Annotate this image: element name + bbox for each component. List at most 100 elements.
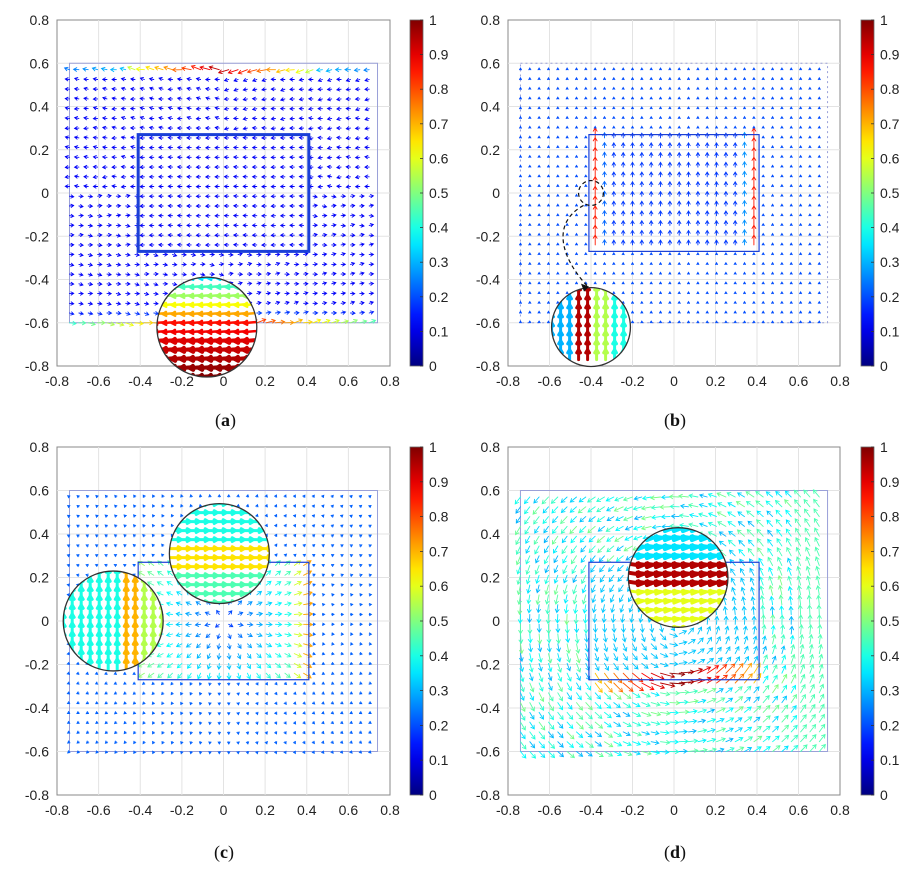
vector-arrow: [528, 291, 532, 295]
vector-arrow: [611, 190, 616, 197]
vector-arrow: [176, 233, 183, 238]
vector-arrow: [649, 161, 654, 168]
vector-arrow: [73, 86, 80, 92]
vector-arrow: [228, 252, 234, 257]
x-tick-label: 0.6: [789, 373, 809, 389]
vector-arrow: [176, 242, 183, 247]
vector-arrow: [275, 300, 281, 305]
vector-arrow: [293, 281, 300, 286]
vector-arrow: [303, 281, 309, 286]
vector-arrow: [630, 239, 635, 246]
vector-arrow: [83, 86, 89, 91]
vector-arrow: [696, 261, 700, 265]
vector-arrow: [742, 170, 747, 178]
vector-arrow: [565, 145, 569, 149]
vector-arrow: [602, 161, 607, 168]
vector-arrow: [612, 252, 616, 256]
vector-arrow: [284, 281, 290, 286]
vector-arrow: [120, 96, 127, 101]
vector-arrow: [518, 115, 522, 119]
x-tick-label: -0.2: [170, 373, 194, 389]
vector-arrow: [101, 175, 108, 180]
vector-arrow: [204, 135, 211, 140]
vector-arrow: [695, 151, 701, 158]
inset-arrow: [156, 372, 168, 378]
vector-arrow: [565, 106, 569, 110]
vector-arrow: [752, 271, 756, 275]
vector-arrow: [574, 281, 579, 285]
vector-arrow: [265, 262, 272, 267]
vector-arrow: [546, 213, 550, 217]
vector-arrow: [307, 106, 314, 111]
vector-arrow: [214, 86, 220, 92]
vector-arrow: [556, 281, 560, 285]
vector-arrow: [298, 106, 305, 111]
colorbar-tick-label: 0.8: [880, 509, 900, 525]
vector-arrow: [251, 242, 258, 247]
colorbar-tick-label: 0.8: [880, 81, 900, 97]
vector-arrow: [167, 223, 173, 228]
vector-arrow: [359, 242, 365, 247]
vector-arrow: [186, 86, 192, 91]
vector-arrow: [658, 229, 663, 236]
vector-arrow: [73, 145, 80, 150]
vector-arrow: [242, 145, 248, 150]
vector-arrow: [64, 96, 70, 101]
vector-arrow: [705, 252, 709, 256]
vector-arrow: [565, 183, 569, 188]
vector-arrow: [677, 151, 682, 158]
vector-arrow: [705, 125, 709, 129]
vector-arrow: [584, 213, 588, 217]
vector-arrow: [612, 261, 616, 265]
vector-arrow: [83, 174, 89, 179]
vector-arrow: [723, 190, 729, 197]
vector-arrow: [139, 106, 145, 111]
vector-arrow: [336, 135, 342, 140]
vector-arrow: [705, 96, 709, 100]
vector-arrow: [162, 272, 169, 277]
vector-arrow: [312, 242, 319, 247]
vector-arrow: [584, 115, 588, 119]
vector-arrow: [331, 213, 337, 218]
vector-arrow: [125, 233, 131, 238]
vector-arrow: [354, 145, 361, 150]
vector-arrow: [639, 151, 644, 158]
vector-arrow: [265, 318, 277, 324]
vector-arrow: [148, 213, 155, 218]
vector-arrow: [317, 97, 323, 102]
vector-arrow: [78, 301, 84, 306]
vector-arrow: [223, 155, 230, 160]
vector-arrow: [69, 291, 75, 296]
vector-arrow: [537, 183, 541, 188]
vector-arrow: [130, 135, 136, 140]
vector-arrow: [649, 190, 654, 197]
vector-arrow: [518, 281, 522, 285]
vector-arrow: [528, 164, 532, 168]
vector-arrow: [364, 77, 370, 82]
vector-arrow: [556, 125, 560, 129]
vector-arrow: [73, 174, 80, 179]
vector-arrow: [265, 67, 276, 73]
vector-arrow: [677, 106, 681, 110]
vector-arrow: [143, 271, 150, 277]
vector-arrow: [223, 145, 230, 150]
vector-arrow: [733, 300, 737, 304]
vector-arrow: [331, 310, 338, 316]
vector-arrow: [649, 76, 653, 81]
vector-arrow: [195, 145, 202, 150]
vector-arrow: [279, 233, 286, 238]
vector-arrow: [158, 135, 164, 140]
vector-arrow: [172, 253, 178, 258]
vector-arrow: [270, 116, 276, 121]
vector-arrow: [101, 86, 108, 91]
vector-arrow: [176, 174, 183, 179]
vector-arrow: [223, 184, 230, 189]
vector-arrow: [677, 76, 681, 81]
vector-arrow: [574, 203, 579, 207]
vector-arrow: [73, 155, 80, 160]
vector-arrow: [743, 310, 747, 314]
vector-arrow: [69, 252, 75, 257]
vector-arrow: [64, 116, 70, 121]
vector-arrow: [518, 271, 522, 275]
vector-arrow: [106, 282, 112, 287]
